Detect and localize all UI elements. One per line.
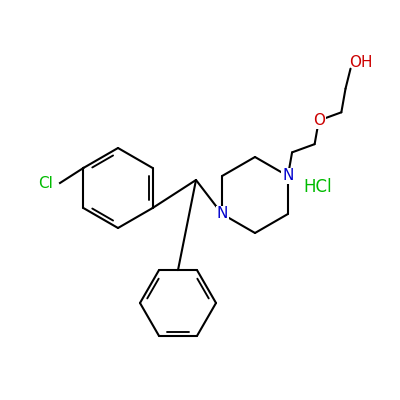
Text: HCl: HCl <box>304 178 332 196</box>
Text: Cl: Cl <box>38 176 54 190</box>
Text: OH: OH <box>349 55 372 70</box>
Text: N: N <box>216 206 228 222</box>
Text: N: N <box>282 168 294 184</box>
Text: O: O <box>313 113 325 128</box>
